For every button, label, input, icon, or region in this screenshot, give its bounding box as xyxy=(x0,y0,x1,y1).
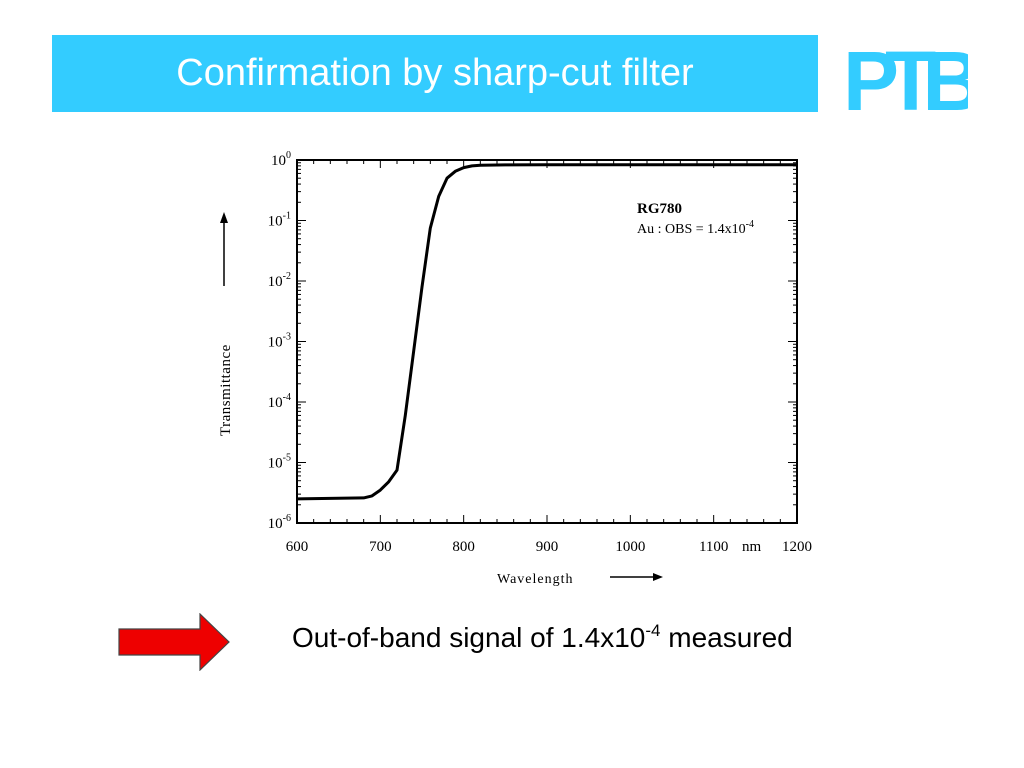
annotation-text: Au : OBS = 1.4x10-4 xyxy=(637,219,754,237)
x-tick-labels: 600 700 800 900 1000 1100 1200 xyxy=(286,539,812,555)
transmittance-chart: 600 700 800 900 1000 1100 1200 10010-110-210-3… xyxy=(218,150,812,587)
page-title: Confirmation by sharp-cut filter xyxy=(176,52,694,94)
annotation-text-exponent: -4 xyxy=(746,219,754,230)
axis-ticks xyxy=(296,160,798,524)
y-tick-label-base: 10 xyxy=(268,395,283,411)
y-tick-label-exponent: -1 xyxy=(283,211,291,222)
x-axis-label: Wavelength xyxy=(497,572,574,587)
caption-suffix: measured xyxy=(660,622,793,653)
y-tick-label-base: 10 xyxy=(268,335,283,351)
y-tick-label-base: 10 xyxy=(268,456,283,472)
y-tick-label-exponent: -4 xyxy=(283,392,291,403)
x-tick-label: 700 xyxy=(369,539,392,555)
x-unit-label: nm xyxy=(742,539,762,555)
y-tick-label: 10-1 xyxy=(268,211,291,230)
y-tick-label-exponent: -2 xyxy=(283,271,291,282)
y-tick-label-exponent: -3 xyxy=(283,332,291,343)
x-tick-label: 600 xyxy=(286,539,309,555)
annotation-text-base: Au : OBS = 1.4x10 xyxy=(637,222,746,237)
caption-exponent: -4 xyxy=(645,621,661,640)
x-tick-label: 1000 xyxy=(615,539,645,555)
plot-frame xyxy=(296,159,798,524)
x-tick-label: 1100 xyxy=(699,539,728,555)
ptb-logo: PTB xyxy=(843,40,968,114)
x-tick-label: 1200 xyxy=(782,539,812,555)
y-tick-label: 100 xyxy=(271,150,291,169)
ptb-logo-text: PTB xyxy=(843,40,968,114)
y-tick-label-base: 10 xyxy=(268,274,283,290)
y-tick-label-base: 10 xyxy=(271,153,286,169)
chart-annotation: RG780 Au : OBS = 1.4x10-4 xyxy=(637,201,754,237)
annotation-title: RG780 xyxy=(637,201,682,217)
y-tick-label: 10-6 xyxy=(268,513,291,532)
y-tick-label-base: 10 xyxy=(268,214,283,230)
right-arrow-icon xyxy=(118,613,230,671)
title-bar: Confirmation by sharp-cut filter xyxy=(52,35,818,112)
x-axis-arrow xyxy=(610,573,663,581)
x-tick-label: 900 xyxy=(536,539,559,555)
y-axis-label: Transmittance xyxy=(218,344,234,436)
y-tick-label: 10-2 xyxy=(268,271,291,290)
caption: Out-of-band signal of 1.4x10-4 measured xyxy=(292,622,793,662)
y-axis-arrow xyxy=(220,212,228,286)
y-tick-label-exponent: -6 xyxy=(283,513,291,524)
y-tick-label: 10-5 xyxy=(268,453,291,472)
y-tick-label: 10-4 xyxy=(268,392,291,411)
y-tick-label-exponent: -5 xyxy=(283,453,291,464)
x-tick-label: 800 xyxy=(452,539,475,555)
transmittance-curve xyxy=(296,163,797,501)
y-tick-label-exponent: 0 xyxy=(286,150,291,161)
y-tick-label: 10-3 xyxy=(268,332,291,351)
caption-text: Out-of-band signal of 1.4x10 xyxy=(292,622,646,653)
y-tick-label-base: 10 xyxy=(268,516,283,532)
